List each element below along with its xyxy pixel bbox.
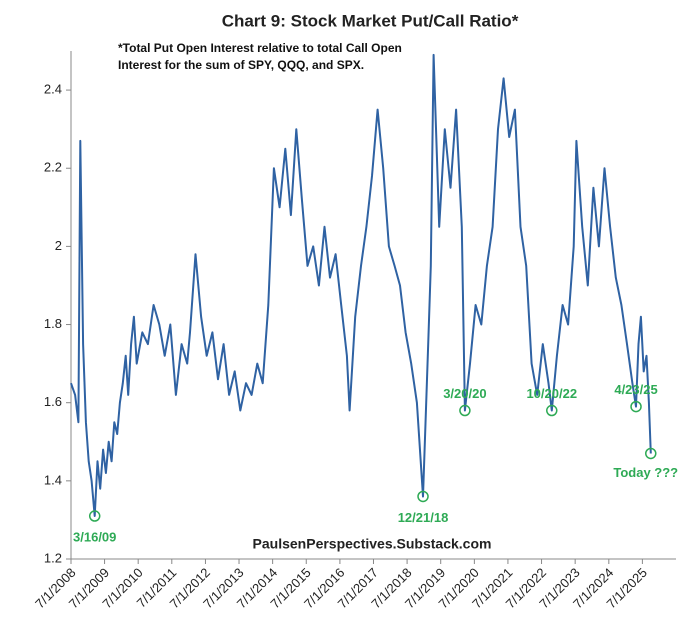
y-tick-label: 1.8 <box>44 316 62 331</box>
y-tick-label: 2.2 <box>44 160 62 175</box>
data-line <box>70 53 652 517</box>
source: PaulsenPerspectives.Substack.com <box>253 536 492 552</box>
annotation-label: 3/20/20 <box>443 386 486 401</box>
annotation-label: 3/16/09 <box>73 529 116 544</box>
annotation-marker <box>546 404 558 417</box>
annotation-marker <box>417 490 429 503</box>
y-tick-label: 1.2 <box>44 550 62 565</box>
y-tick-label: 1.4 <box>44 472 62 487</box>
note: *Total Put Open Interest relative to tot… <box>118 41 402 72</box>
y-tick-label: 2 <box>55 238 62 253</box>
chart-title: Chart 9: Stock Market Put/Call Ratio* <box>222 11 519 30</box>
annotation-marker <box>88 510 101 522</box>
annotation-label: 12/21/18 <box>398 510 449 525</box>
annotation-marker <box>630 400 642 413</box>
annotation-marker <box>645 447 657 460</box>
annotation-marker <box>459 404 471 417</box>
y-tick-label: 2.4 <box>44 82 62 97</box>
annotation-label: Today ??? <box>613 465 678 480</box>
y-tick-label: 1.6 <box>44 394 62 409</box>
annotation-label: 10/20/22 <box>526 386 577 401</box>
annotation-label: 4/23/25 <box>614 382 657 397</box>
